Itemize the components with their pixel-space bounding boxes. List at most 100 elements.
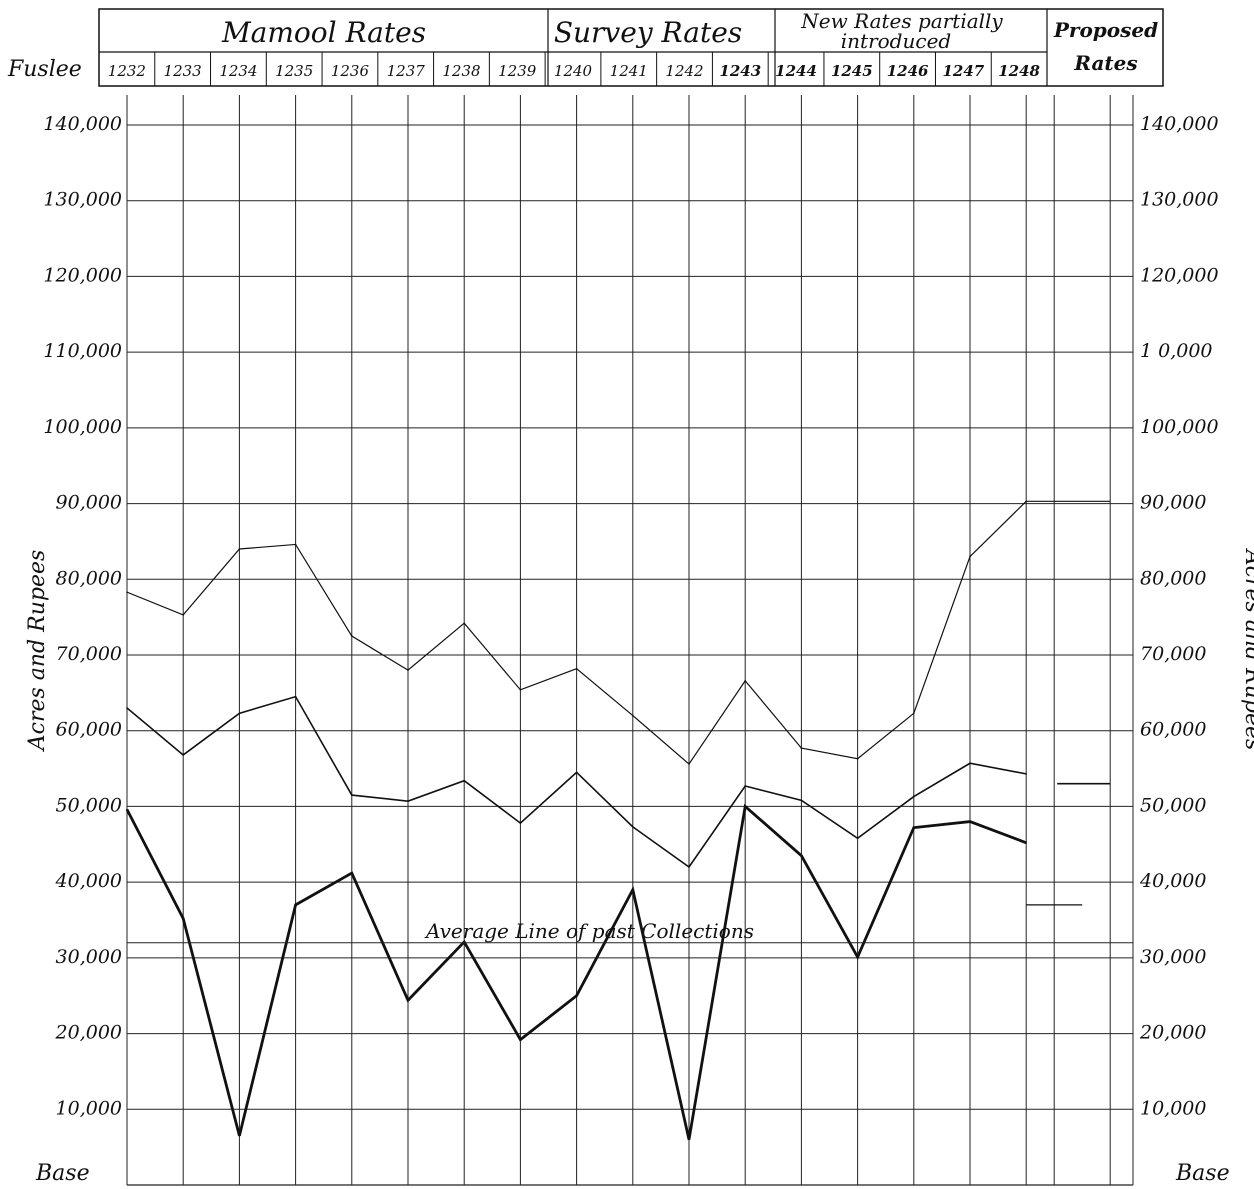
y-tick-left-110000: 110,000 [43, 340, 122, 362]
series-2-point-1246 [913, 826, 915, 829]
y-tick-right-20000: 20,000 [1139, 1022, 1206, 1044]
band-label-new-rates-line2: introduced [841, 29, 951, 53]
rates-header-table: Fuslee Mamool Rates Survey Rates New Rat… [7, 8, 1164, 87]
series-0-point-1232 [126, 591, 128, 593]
series-1-point-1240 [575, 771, 578, 774]
series-0-point-1234 [238, 548, 241, 550]
series-1-point-1243 [744, 785, 746, 787]
year-label-1247: 1247 [942, 62, 984, 80]
series-0-point-1238 [463, 622, 466, 624]
band-label-mamool: Mamool Rates [221, 16, 426, 49]
y-tick-left-30000: 30,000 [56, 946, 122, 968]
series-1-point-1244 [800, 799, 803, 802]
y-tick-left-50000: 50,000 [56, 794, 122, 816]
series-2-point-1241 [632, 888, 634, 891]
y-tick-left-70000: 70,000 [56, 643, 122, 665]
series-1-point-1247 [969, 762, 971, 765]
year-label-1233: 1233 [164, 62, 202, 80]
series-0-point-1240 [575, 667, 578, 670]
y-axis-label-right: Acres and Rupees [1240, 548, 1254, 751]
year-label-1241: 1241 [610, 62, 648, 80]
average-line-label: Average Line of past Collections [424, 919, 754, 943]
fuslee-label: Fuslee [7, 57, 82, 82]
y-tick-left-40000: 40,000 [55, 870, 122, 892]
year-label-1232: 1232 [108, 62, 146, 80]
series-0-point-1239 [519, 689, 522, 691]
y-tick-right-140000: 140,000 [1140, 113, 1219, 135]
series-1-point-1234 [238, 712, 241, 715]
year-label-1242: 1242 [665, 62, 703, 80]
series-1-point-1245 [856, 837, 859, 840]
series-2-point-1236 [351, 872, 353, 874]
year-label-1245: 1245 [831, 62, 873, 80]
series-1-point-1233 [182, 754, 184, 756]
series-0-point-1245 [856, 757, 859, 760]
y-tick-left-130000: 130,000 [43, 189, 122, 211]
y-tick-left-140000: 140,000 [43, 113, 122, 135]
average-line-group: Average Line of past Collections [127, 919, 1133, 944]
y-tick-right-60000: 60,000 [1140, 719, 1206, 741]
year-label-1244: 1244 [775, 62, 817, 80]
series-0-point-1244 [800, 747, 803, 749]
series-0-point-1246 [913, 712, 915, 715]
series-0-point-1242 [688, 763, 690, 765]
y-tick-right-30000: 30,000 [1140, 946, 1206, 968]
y-tick-right-90000: 90,000 [1140, 492, 1206, 514]
y-tick-right-130000: 130,000 [1140, 189, 1219, 211]
series-0-point-1243 [744, 679, 746, 682]
series-2-point-1234 [238, 1134, 241, 1137]
series-2-point-1242 [688, 1138, 690, 1141]
series-2-point-1243 [744, 805, 746, 808]
base-label-right: Base [1175, 1161, 1230, 1186]
series-2-point-1239 [519, 1038, 522, 1041]
series-2-point-1245 [856, 956, 859, 958]
series-1-point-1237 [407, 800, 409, 802]
series-0-point-1235 [294, 543, 297, 546]
data-series [125, 500, 1111, 1141]
y-tick-left-120000: 120,000 [43, 264, 122, 286]
y-tick-left-20000: 20,000 [55, 1022, 122, 1044]
y-tick-left-80000: 80,000 [56, 567, 122, 589]
series-2-point-1240 [575, 994, 578, 997]
series-2-point-1232 [126, 808, 128, 811]
series-1-point-1238 [463, 779, 466, 782]
y-axis-ticks: 140,000 130,000 120,000 110,000 100,000 90,00… [43, 113, 1218, 1119]
series-1-point-1232 [126, 707, 128, 709]
series-2-point-1237 [407, 999, 409, 1002]
y-tick-right-50000: 50,000 [1140, 794, 1206, 816]
year-label-1236: 1236 [331, 62, 370, 80]
y-tick-right-110000: 1 0,000 [1140, 340, 1213, 362]
series-2-point-1248 [1025, 841, 1027, 844]
series-2-point-1233 [182, 917, 184, 920]
base-label-left: Base [35, 1161, 90, 1186]
y-tick-left-10000: 10,000 [56, 1097, 122, 1119]
band-label-new-rates-line1: New Rates partially [800, 9, 1003, 33]
series-1-point-1241 [632, 826, 634, 828]
band-label-proposed-line1: Proposed [1053, 18, 1158, 42]
y-tick-right-70000: 70,000 [1140, 643, 1206, 665]
y-axis-label-left: Acres and Rupees [25, 550, 50, 753]
y-tick-right-40000: 40,000 [1139, 870, 1206, 892]
series-1-point-1239 [519, 822, 522, 824]
y-tick-left-60000: 60,000 [56, 719, 122, 741]
series-1-point-1235 [294, 695, 297, 698]
series-1-point-1246 [913, 795, 915, 798]
year-label-1240: 1240 [554, 62, 593, 80]
series-0-point-1236 [351, 635, 353, 637]
series-0-point-1237 [407, 669, 409, 671]
y-tick-right-80000: 80,000 [1140, 567, 1206, 589]
series-1-point-1248 [1025, 773, 1027, 775]
series-2-point-1244 [800, 854, 803, 857]
header-frame [98, 8, 1164, 87]
year-label-1235: 1235 [275, 62, 313, 80]
chart-grid [126, 95, 1134, 1186]
series-1-point-1242 [688, 866, 690, 868]
series-2-point-1235 [294, 904, 297, 906]
year-label-1234: 1234 [219, 62, 257, 80]
band-label-survey: Survey Rates [554, 16, 742, 49]
y-tick-right-100000: 100,000 [1140, 416, 1219, 438]
series-0-point-1247 [969, 555, 971, 558]
y-tick-right-10000: 10,000 [1140, 1097, 1206, 1119]
year-label-1239: 1239 [498, 62, 537, 80]
